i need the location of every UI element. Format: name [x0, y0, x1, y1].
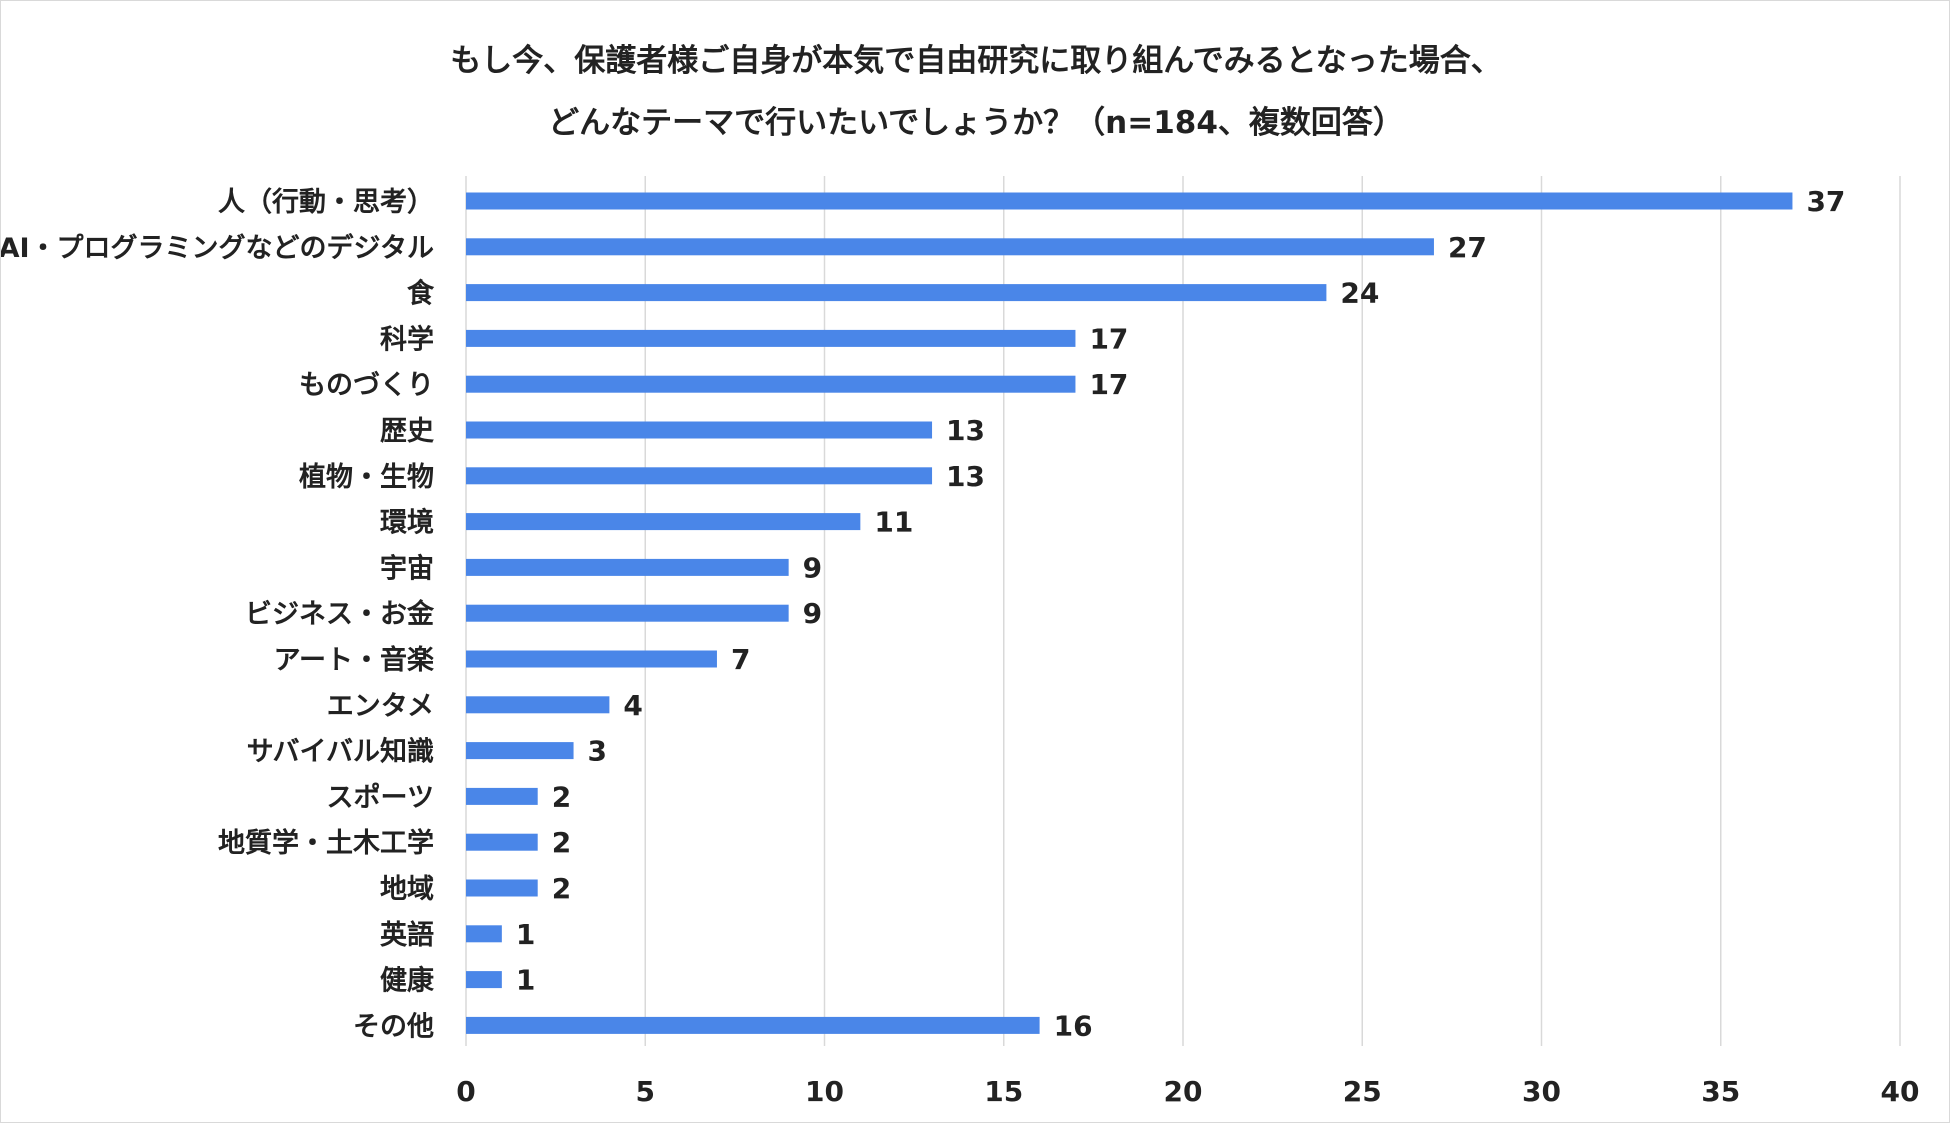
category-label: スポーツ [327, 782, 434, 813]
data-label: 13 [946, 414, 985, 447]
category-label: 植物・生物 [299, 461, 434, 493]
category-label: 人（行動・思考） [218, 186, 434, 218]
category-label: ビジネス・お金 [245, 598, 435, 630]
bar [466, 971, 502, 989]
category-label: 英語 [380, 919, 434, 951]
data-label: 16 [1054, 1009, 1093, 1042]
bar [466, 925, 502, 943]
x-tick-label: 15 [984, 1075, 1023, 1108]
bar [466, 650, 717, 668]
category-label: アート・音楽 [274, 644, 434, 676]
data-label: 9 [803, 597, 822, 630]
data-label: 1 [516, 918, 535, 951]
data-label: 13 [946, 460, 985, 493]
bar [466, 238, 1434, 256]
x-tick-label: 20 [1164, 1075, 1203, 1108]
bar [466, 604, 789, 622]
x-tick-label: 30 [1522, 1075, 1561, 1108]
bar [466, 787, 538, 805]
chart-subtitle: どんなテーマで行いたいでしょうか？（n=184、複数回答） [548, 105, 1404, 141]
bar [466, 513, 861, 531]
data-label: 24 [1340, 277, 1379, 310]
category-label: 食 [407, 278, 435, 310]
category-label: ものづくり [299, 370, 434, 401]
bar [466, 192, 1793, 210]
x-tick-label: 10 [805, 1075, 844, 1108]
bar [466, 375, 1076, 393]
data-label: 1 [516, 964, 535, 997]
bar [466, 558, 789, 576]
bar [466, 421, 933, 439]
data-label: 2 [552, 872, 571, 905]
data-label: 7 [731, 643, 750, 676]
data-label: 2 [552, 826, 571, 859]
bar [466, 467, 933, 485]
x-tick-label: 25 [1343, 1075, 1382, 1108]
data-label: 11 [874, 506, 913, 539]
category-label: その他 [353, 1011, 434, 1042]
category-label: サバイバル知識 [247, 737, 434, 768]
bar [466, 1016, 1040, 1034]
category-label: 地域 [380, 874, 434, 905]
chart-title: もし今、保護者様ご自身が本気で自由研究に取り組んでみるとなった場合、 [450, 43, 1502, 79]
category-label: 歴史 [380, 416, 434, 447]
category-label: 宇宙 [380, 552, 434, 584]
data-label: 17 [1089, 322, 1128, 355]
data-label: 4 [623, 689, 642, 722]
data-label: 2 [552, 780, 571, 813]
bar [466, 879, 538, 897]
data-label: 3 [588, 735, 607, 768]
x-tick-label: 0 [456, 1075, 475, 1108]
data-label: 37 [1806, 185, 1845, 218]
data-label: 9 [803, 551, 822, 584]
bar [466, 742, 574, 760]
category-label: 健康 [380, 965, 435, 997]
category-label: 環境 [380, 508, 434, 539]
x-tick-label: 5 [636, 1075, 655, 1108]
bar [466, 833, 538, 851]
bar [466, 696, 610, 714]
category-label: 科学 [380, 323, 434, 355]
data-label: 27 [1448, 231, 1487, 264]
category-label: AI・プログラミングなどのデジタル [1, 232, 434, 264]
category-label: 地質学・土木工学 [218, 827, 434, 859]
category-label: エンタメ [327, 691, 434, 722]
x-tick-label: 40 [1881, 1075, 1920, 1108]
bar [466, 329, 1076, 347]
bar [466, 284, 1327, 302]
data-label: 17 [1089, 368, 1128, 401]
x-tick-label: 35 [1701, 1075, 1740, 1108]
